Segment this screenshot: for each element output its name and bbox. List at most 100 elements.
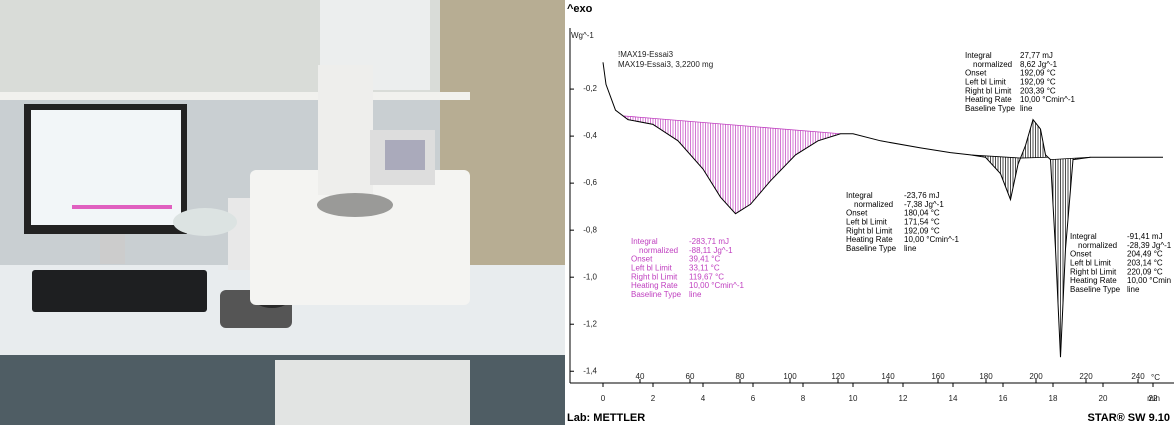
legend-line: !MAX19-Essai3: [618, 50, 674, 59]
result-value: 27,77 mJ: [1020, 51, 1053, 60]
x-tick-label: 4: [701, 394, 706, 403]
footer-lab: Lab: METTLER: [567, 412, 645, 424]
temperature-label: 140: [881, 372, 895, 381]
x-tick-label: 8: [801, 394, 806, 403]
result-label: Right bl Limit: [631, 272, 678, 281]
result-value: 10,00 °Cmin^-1: [1020, 95, 1076, 104]
result-label: Left bl Limit: [965, 78, 1007, 87]
x-axis-label: min: [1147, 394, 1160, 403]
x-tick-label: 16: [999, 394, 1008, 403]
dsc-curve: [602, 62, 1163, 358]
result-label: Integral: [965, 51, 992, 60]
temperature-label: 40: [636, 372, 645, 381]
result-value: 10,00 °Cmin: [1127, 276, 1171, 285]
temperature-label: 60: [686, 372, 695, 381]
y-tick-label: -0,2: [583, 84, 597, 93]
result-label: Heating Rate: [1070, 276, 1117, 285]
result-value: 192,09 °C: [904, 226, 940, 235]
result-label: Right bl Limit: [846, 226, 893, 235]
result-value: 171,54 °C: [904, 218, 940, 227]
result-value: 10,00 °Cmin^-1: [904, 235, 960, 244]
temperature-label: 80: [736, 372, 745, 381]
result-value: 203,39 °C: [1020, 86, 1056, 95]
sample-holder: [228, 198, 250, 270]
x-tick-label: 18: [1049, 394, 1058, 403]
result-label: Baseline Type: [1070, 285, 1121, 294]
result-value: 33,11 °C: [689, 264, 720, 273]
instrument-display: [385, 140, 425, 170]
temperature-label: 180: [979, 372, 993, 381]
result-value: -28,39 Jg^-1: [1127, 241, 1172, 250]
result-label: Heating Rate: [965, 95, 1012, 104]
result-value: 220,09 °C: [1127, 267, 1163, 276]
result-value: line: [904, 244, 917, 253]
result-value: 39,41 °C: [689, 255, 720, 264]
result-value: -91,41 mJ: [1127, 232, 1163, 241]
instrument-tower: [318, 65, 373, 195]
result-label: Integral: [631, 237, 658, 246]
temperature-label: 220: [1079, 372, 1093, 381]
instrument-furnace: [317, 193, 393, 217]
result-label: normalized: [1078, 241, 1117, 250]
y-tick-label: -1,0: [583, 272, 597, 281]
result-label: Integral: [846, 191, 873, 200]
temperature-label: 200: [1029, 372, 1043, 381]
result-value: 192,09 °C: [1020, 78, 1056, 87]
x-tick-label: 6: [751, 394, 756, 403]
result-value: -283,71 mJ: [689, 237, 729, 246]
result-value: -23,76 mJ: [904, 191, 940, 200]
drawer: [275, 360, 470, 425]
result-value: 204,49 °C: [1127, 250, 1163, 259]
temperature-label: 120: [831, 372, 845, 381]
result-value: 203,14 °C: [1127, 259, 1163, 268]
result-label: Right bl Limit: [1070, 267, 1117, 276]
y-axis-label: Wg^-1: [571, 31, 594, 40]
result-value: -88,11 Jg^-1: [689, 246, 733, 255]
lab-photo: [0, 0, 565, 425]
x-tick-label: 10: [849, 394, 858, 403]
result-label: Baseline Type: [965, 104, 1016, 113]
integration-baseline: [1020, 156, 1049, 159]
result-value: line: [1020, 104, 1033, 113]
result-label: Left bl Limit: [631, 264, 673, 273]
result-value: line: [1127, 285, 1140, 294]
result-value: 8,62 Jg^-1: [1020, 60, 1058, 69]
result-label: Onset: [846, 209, 868, 218]
chart-title: ^exo: [567, 3, 593, 15]
y-tick-label: -1,2: [583, 319, 597, 328]
temperature-label: 240: [1131, 372, 1145, 381]
result-value: 10,00 °Cmin^-1: [689, 281, 745, 290]
y-tick-label: -0,4: [583, 131, 597, 140]
result-label: Baseline Type: [631, 290, 682, 299]
monitor-stand: [100, 234, 125, 264]
x-tick-label: 22: [1149, 394, 1158, 403]
screen-bar: [72, 205, 172, 209]
result-value: 180,04 °C: [904, 209, 940, 218]
legend-line: MAX19-Essai3, 3,2200 mg: [618, 60, 713, 69]
y-tick-label: -0,6: [583, 178, 597, 187]
x-tick-label: 20: [1099, 394, 1108, 403]
chart-background: [565, 0, 1174, 425]
keyboard: [32, 270, 207, 312]
integration-baseline: [1050, 156, 1091, 161]
result-label: Right bl Limit: [965, 86, 1012, 95]
result-label: Heating Rate: [846, 235, 893, 244]
shelf: [0, 92, 470, 100]
result-value: 192,09 °C: [1020, 69, 1056, 78]
x-tick-label: 12: [899, 394, 908, 403]
result-value: 119,67 °C: [689, 272, 724, 281]
result-value: line: [689, 290, 702, 299]
result-label: Onset: [1070, 250, 1092, 259]
result-label: Heating Rate: [631, 281, 678, 290]
footer-version: STAR® SW 9.10: [1088, 412, 1170, 424]
result-label: Baseline Type: [846, 244, 897, 253]
result-label: normalized: [973, 60, 1012, 69]
x-tick-label: 0: [601, 394, 606, 403]
instrument-body: [250, 170, 470, 305]
integration-baseline: [622, 115, 841, 135]
result-label: normalized: [639, 246, 678, 255]
result-label: Onset: [965, 69, 987, 78]
glass-beaker: [173, 208, 237, 236]
